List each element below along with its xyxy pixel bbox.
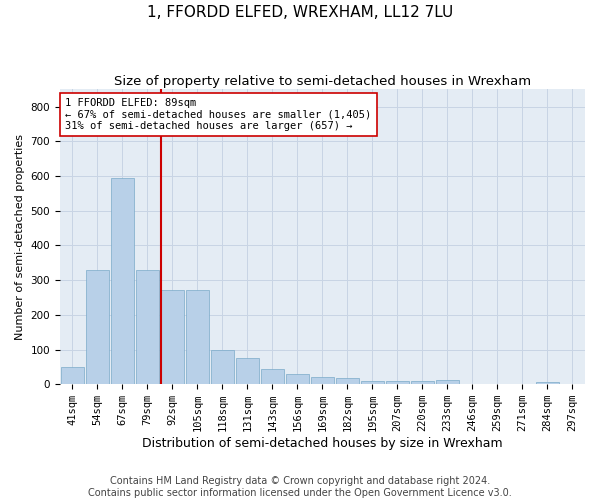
Text: 1, FFORDD ELFED, WREXHAM, LL12 7LU: 1, FFORDD ELFED, WREXHAM, LL12 7LU	[147, 5, 453, 20]
X-axis label: Distribution of semi-detached houses by size in Wrexham: Distribution of semi-detached houses by …	[142, 437, 503, 450]
Bar	[86, 270, 109, 384]
Bar	[536, 382, 559, 384]
Bar	[336, 378, 359, 384]
Bar	[361, 382, 384, 384]
Bar	[286, 374, 308, 384]
Text: Contains HM Land Registry data © Crown copyright and database right 2024.
Contai: Contains HM Land Registry data © Crown c…	[88, 476, 512, 498]
Y-axis label: Number of semi-detached properties: Number of semi-detached properties	[15, 134, 25, 340]
Bar	[261, 368, 284, 384]
Title: Size of property relative to semi-detached houses in Wrexham: Size of property relative to semi-detach…	[114, 75, 531, 88]
Bar	[111, 178, 134, 384]
Bar	[161, 290, 184, 384]
Bar	[61, 367, 83, 384]
Bar	[311, 378, 334, 384]
Text: 1 FFORDD ELFED: 89sqm
← 67% of semi-detached houses are smaller (1,405)
31% of s: 1 FFORDD ELFED: 89sqm ← 67% of semi-deta…	[65, 98, 371, 131]
Bar	[436, 380, 459, 384]
Bar	[236, 358, 259, 384]
Bar	[186, 290, 209, 384]
Bar	[411, 382, 434, 384]
Bar	[386, 381, 409, 384]
Bar	[136, 270, 158, 384]
Bar	[211, 350, 233, 384]
